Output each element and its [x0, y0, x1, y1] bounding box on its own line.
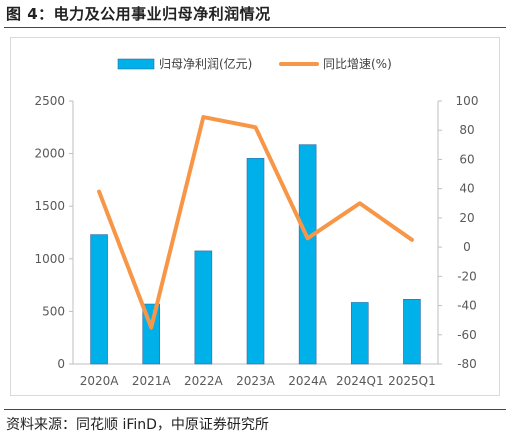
y-right-tick-label: -20: [457, 269, 477, 283]
line-point: [255, 126, 256, 128]
x-tick-label: 2020A: [80, 374, 120, 388]
x-tick-label: 2021A: [132, 374, 172, 388]
y-right-tick-label: 0: [463, 240, 471, 254]
bar: [194, 250, 213, 365]
line-point: [411, 239, 413, 241]
source-rule: [4, 409, 506, 410]
source-note: 资料来源：同花顺 iFinD，中原证券研究所: [6, 417, 269, 433]
bar: [246, 158, 265, 365]
y-right-tick-label: 60: [459, 152, 474, 166]
line-point: [202, 116, 204, 118]
legend-label-line: 同比增速(%): [323, 57, 392, 71]
figure-title: 图 4：电力及公用事业归母净利润情况: [6, 5, 271, 23]
y-right-tick-label: 40: [459, 182, 474, 196]
bar: [350, 302, 369, 365]
x-tick-label: 2024A: [288, 374, 328, 388]
legend-label-bar: 归母净利润(亿元): [159, 56, 252, 71]
line-point: [359, 202, 361, 204]
chart-svg: 0 500 1000 1500 2000 2500 -80 -60 -40 -20 0 20 40 60 8…: [34, 56, 479, 388]
y-left-tick-label: 2500: [34, 94, 65, 108]
y-right-tick-label: 100: [456, 94, 479, 108]
y-left-tick-label: 500: [42, 304, 65, 318]
y-left-tick-label: 2000: [34, 147, 65, 161]
y-right-tick-label: -40: [457, 299, 477, 313]
bar: [298, 144, 317, 365]
legend-swatch-bar: [117, 58, 155, 70]
x-tick-label: 2024Q1: [336, 374, 384, 388]
line-point: [150, 326, 152, 328]
line-point: [98, 191, 100, 193]
x-tick-label: 2025Q1: [388, 374, 436, 388]
y-left-tick-label: 0: [57, 357, 65, 371]
y-right-tick-label: 20: [459, 211, 474, 225]
bar: [403, 299, 421, 365]
bar: [90, 234, 108, 365]
line-point: [307, 237, 309, 239]
y-right-tick-label: 80: [459, 123, 474, 137]
y-left-tick-label: 1000: [34, 252, 65, 266]
y-right-tick-label: -60: [457, 328, 477, 342]
y-left-tick-label: 1500: [34, 199, 65, 213]
x-tick-label: 2022A: [184, 374, 224, 388]
y-right-tick-label: -80: [457, 357, 477, 371]
title-rule: [4, 27, 506, 28]
chart-frame: 0 500 1000 1500 2000 2500 -80 -60 -40 -20 0 20 40 60 8…: [10, 37, 500, 396]
x-tick-label: 2023A: [236, 374, 276, 388]
